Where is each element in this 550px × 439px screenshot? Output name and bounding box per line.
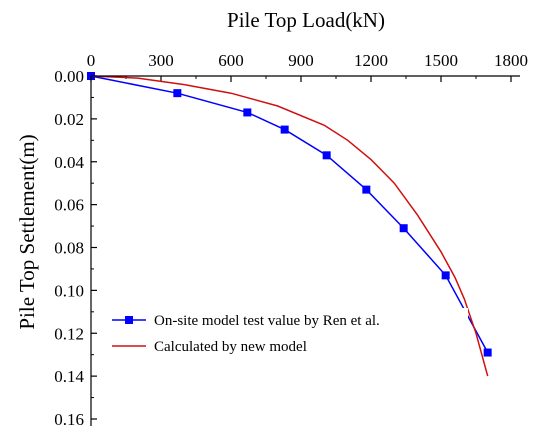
legend-marker-test bbox=[125, 316, 133, 324]
data-point bbox=[243, 108, 252, 117]
legend-label-test: On-site model test value by Ren et al. bbox=[154, 313, 380, 329]
series-line-model bbox=[90, 75, 489, 377]
y-tick-label: 0.08 bbox=[54, 239, 84, 258]
x-tick-label: 1800 bbox=[494, 51, 528, 70]
axis-ticks: 0 300 600 900 1200 1500 1800 0.00 0.02 0.04 0.06 0.… bbox=[54, 51, 528, 429]
legend-label-model: Calculated by new model bbox=[154, 339, 307, 355]
data-point bbox=[322, 151, 331, 160]
data-point bbox=[280, 125, 289, 134]
y-tick-label: 0.12 bbox=[54, 324, 84, 343]
y-tick-label: 0.10 bbox=[54, 281, 84, 300]
x-tick-label: 1200 bbox=[354, 51, 388, 70]
y-tick-label: 0.16 bbox=[54, 410, 84, 429]
data-point bbox=[362, 185, 371, 194]
series-layer bbox=[87, 72, 492, 377]
legend-box bbox=[108, 308, 468, 360]
y-tick-label: 0.04 bbox=[54, 153, 84, 172]
data-point bbox=[173, 89, 182, 98]
data-point bbox=[483, 348, 492, 357]
x-tick-label: 1500 bbox=[424, 51, 458, 70]
y-tick-label: 0.00 bbox=[54, 67, 84, 86]
y-tick-label: 0.02 bbox=[54, 110, 84, 129]
data-point bbox=[399, 224, 408, 233]
x-tick-label: 0 bbox=[87, 51, 96, 70]
y-tick-label: 0.14 bbox=[54, 367, 84, 386]
y-axis-title: Pile Top Settlement(m) bbox=[15, 134, 39, 329]
x-tick-label: 600 bbox=[218, 51, 244, 70]
data-point bbox=[441, 271, 450, 280]
x-tick-label: 900 bbox=[288, 51, 314, 70]
x-axis-title: Pile Top Load(kN) bbox=[227, 8, 385, 32]
y-tick-label: 0.06 bbox=[54, 196, 84, 215]
x-tick-label: 300 bbox=[148, 51, 174, 70]
